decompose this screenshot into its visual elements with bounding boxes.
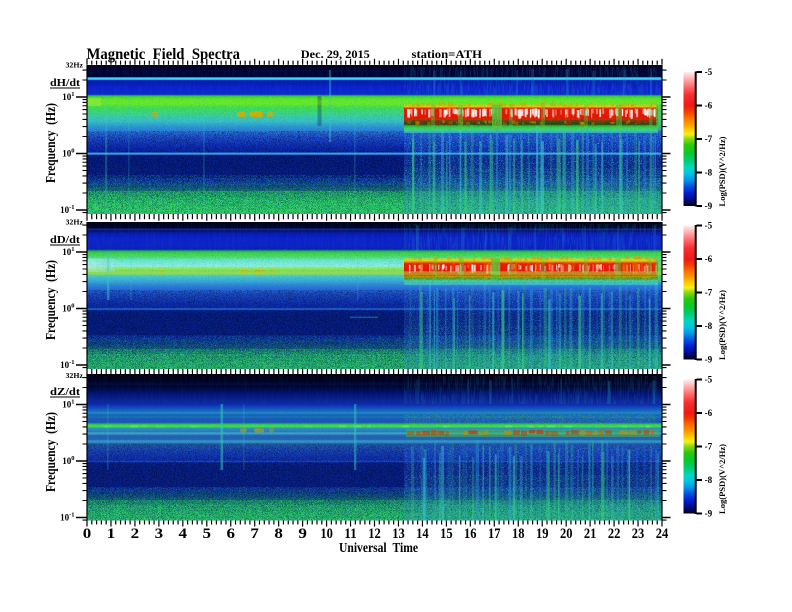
svg-text:-9: -9: [705, 355, 713, 365]
svg-text:5: 5: [203, 526, 212, 542]
svg-text:22: 22: [608, 526, 621, 542]
svg-text:-5: -5: [705, 221, 713, 231]
svg-text:Frequency (Hz): Frequency (Hz): [44, 103, 59, 183]
svg-text:4: 4: [179, 526, 188, 542]
svg-text:-7: -7: [705, 442, 713, 452]
svg-text:20: 20: [560, 526, 573, 542]
svg-text:14: 14: [416, 526, 429, 542]
svg-text:13: 13: [392, 526, 405, 542]
svg-text:-8: -8: [705, 168, 713, 178]
svg-text:100: 100: [62, 455, 74, 466]
svg-text:19: 19: [536, 526, 549, 542]
svg-text:dD/dt: dD/dt: [50, 234, 80, 246]
svg-text:Log(PSD)(V^2/Hz): Log(PSD)(V^2/Hz): [718, 136, 727, 206]
svg-text:11: 11: [344, 526, 357, 542]
svg-text:17: 17: [488, 526, 501, 542]
svg-text:7: 7: [250, 526, 259, 542]
svg-text:24: 24: [656, 526, 669, 542]
svg-text:101: 101: [62, 246, 74, 257]
svg-text:dZ/dt: dZ/dt: [50, 386, 80, 398]
svg-text:Log(PSD)(V^2/Hz): Log(PSD)(V^2/Hz): [718, 444, 727, 514]
svg-text:100: 100: [62, 147, 74, 158]
svg-text:-6: -6: [705, 101, 713, 111]
svg-text:station=ATH: station=ATH: [412, 49, 483, 61]
svg-text:-7: -7: [705, 288, 713, 298]
svg-text:32Hz: 32Hz: [66, 218, 84, 227]
svg-text:-9: -9: [705, 509, 713, 519]
svg-text:10-1: 10-1: [60, 204, 74, 215]
svg-text:0: 0: [83, 526, 92, 542]
svg-text:-8: -8: [705, 321, 713, 331]
svg-text:Universal Time: Universal Time: [339, 541, 418, 556]
svg-text:21: 21: [584, 526, 597, 542]
svg-text:Magnetic Field Spectra: Magnetic Field Spectra: [87, 46, 241, 63]
svg-text:-8: -8: [705, 475, 713, 485]
svg-text:-7: -7: [705, 134, 713, 144]
svg-text:3: 3: [155, 526, 164, 542]
svg-text:dH/dt: dH/dt: [50, 77, 80, 89]
svg-text:Log(PSD)(V^2/Hz): Log(PSD)(V^2/Hz): [718, 290, 727, 360]
svg-text:-5: -5: [705, 67, 713, 77]
svg-text:18: 18: [512, 526, 525, 542]
svg-text:8: 8: [274, 526, 283, 542]
svg-text:101: 101: [62, 91, 74, 102]
svg-text:101: 101: [62, 398, 74, 409]
svg-text:12: 12: [368, 526, 381, 542]
svg-text:10: 10: [320, 526, 333, 542]
svg-text:23: 23: [632, 526, 645, 542]
svg-text:100: 100: [62, 302, 74, 313]
svg-text:Frequency (Hz): Frequency (Hz): [44, 260, 59, 340]
svg-text:32Hz: 32Hz: [66, 60, 84, 69]
svg-text:Frequency (Hz): Frequency (Hz): [44, 412, 59, 492]
svg-text:16: 16: [464, 526, 477, 542]
svg-text:-6: -6: [705, 254, 713, 264]
svg-text:9: 9: [298, 526, 307, 542]
svg-text:-5: -5: [705, 375, 713, 385]
svg-text:1: 1: [107, 526, 116, 542]
svg-text:10-1: 10-1: [60, 359, 74, 370]
svg-text:-6: -6: [705, 408, 713, 418]
svg-text:32Hz: 32Hz: [66, 371, 84, 380]
svg-text:6: 6: [227, 526, 236, 542]
svg-text:2: 2: [131, 526, 140, 542]
svg-text:15: 15: [440, 526, 453, 542]
svg-text:10-1: 10-1: [60, 511, 74, 522]
svg-text:-9: -9: [705, 201, 713, 211]
svg-text:Dec. 29, 2015: Dec. 29, 2015: [301, 47, 370, 61]
